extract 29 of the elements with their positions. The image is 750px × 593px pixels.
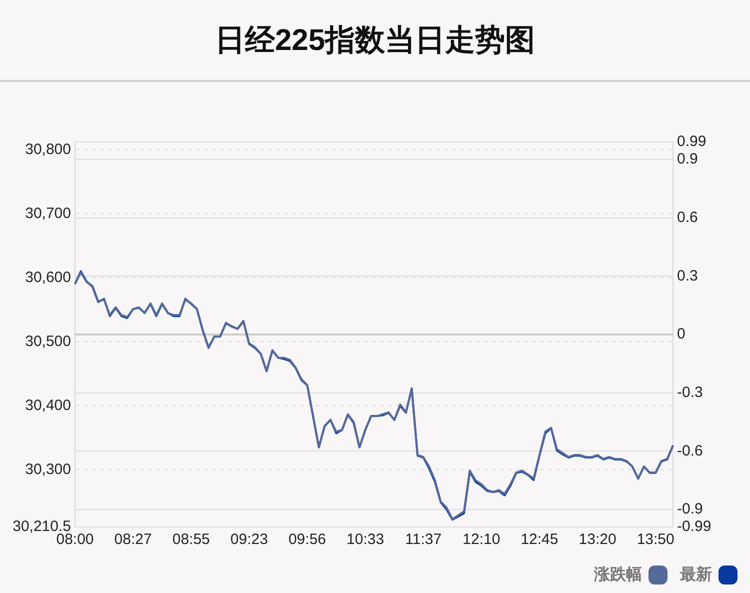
chart-title: 日经225指数当日走势图 bbox=[0, 0, 750, 82]
y-tick-label: 30,500 bbox=[25, 332, 71, 350]
legend-label: 涨跌幅 bbox=[593, 565, 642, 584]
legend-label: 最新 bbox=[679, 565, 712, 584]
x-tick-label: 08:27 bbox=[114, 531, 152, 548]
y-tick-label: 30,600 bbox=[25, 268, 71, 286]
y2-tick-label: 0.3 bbox=[677, 267, 698, 284]
x-tick-label: 08:00 bbox=[56, 531, 94, 548]
y2-tick-label: -0.6 bbox=[677, 442, 703, 460]
y2-tick-label: 0 bbox=[677, 326, 686, 343]
y-tick-label: 30,800 bbox=[25, 140, 71, 158]
x-tick-label: 09:56 bbox=[288, 531, 326, 548]
x-tick-label: 11:37 bbox=[405, 531, 442, 548]
y-tick-label: 30,400 bbox=[25, 396, 71, 414]
x-tick-label: 13:50 bbox=[636, 531, 674, 548]
y-tick-label: 30,700 bbox=[25, 204, 71, 222]
y2-tick-label: 0.99 bbox=[677, 133, 706, 150]
y2-tick-label: 0.9 bbox=[677, 150, 698, 168]
x-tick-label: 08:55 bbox=[172, 531, 210, 548]
y-tick-label: 30,300 bbox=[25, 460, 71, 478]
x-tick-label: 12:45 bbox=[520, 531, 558, 548]
x-tick-label: 09:23 bbox=[230, 531, 268, 548]
y2-tick-label: 0.6 bbox=[677, 208, 698, 226]
x-tick-label: 12:10 bbox=[462, 531, 500, 548]
y2-tick-label: -0.99 bbox=[677, 518, 712, 536]
x-tick-label: 13:20 bbox=[578, 531, 616, 548]
x-tick-label: 10:33 bbox=[346, 531, 384, 548]
y2-tick-label: -0.9 bbox=[677, 500, 703, 518]
y2-tick-label: -0.3 bbox=[677, 384, 703, 401]
